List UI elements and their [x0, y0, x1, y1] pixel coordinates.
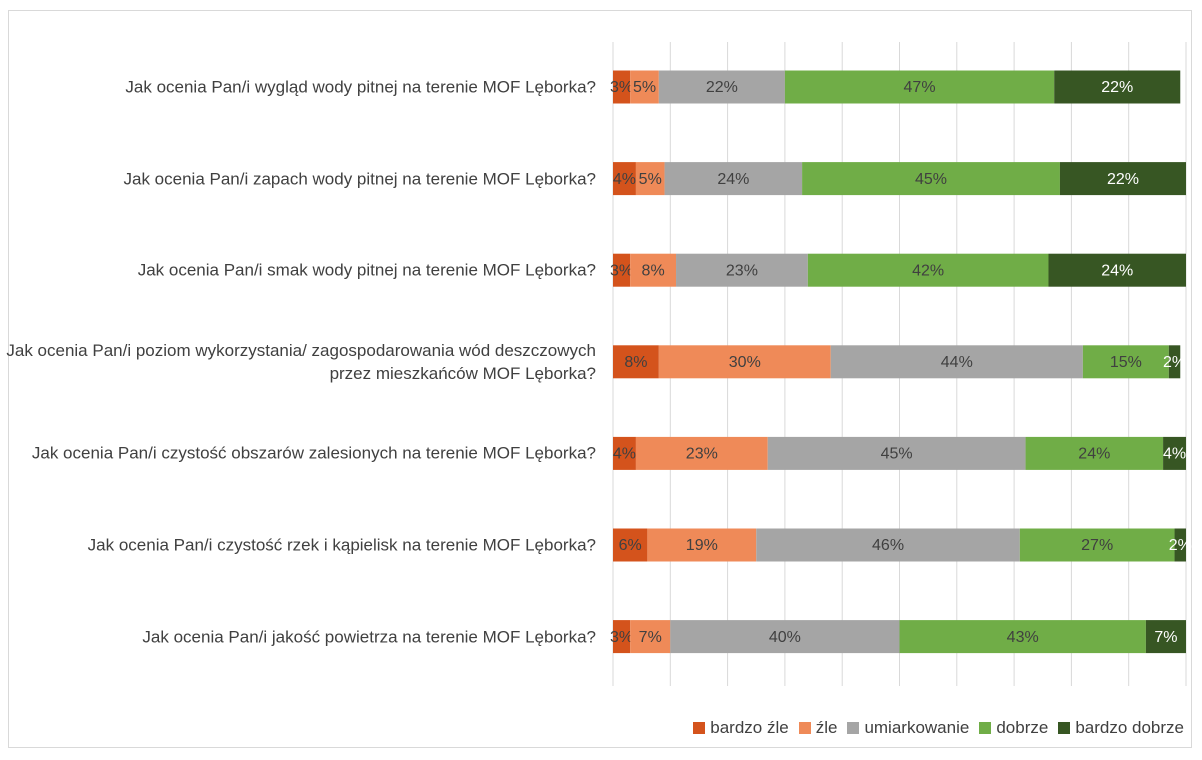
legend: bardzo źle źle umiarkowanie dobrze bardzo do… [0, 718, 1202, 738]
data-label: 22% [1101, 79, 1133, 96]
data-label: 45% [881, 446, 913, 463]
data-label: 2% [1163, 354, 1186, 371]
legend-label: dobrze [996, 718, 1049, 737]
data-label: 47% [904, 79, 936, 96]
data-label: 23% [726, 262, 758, 279]
bar-segment [630, 253, 677, 287]
bar-segment [767, 436, 1026, 470]
category-label: Jak ocenia Pan/i czystość obszarów zales… [31, 443, 596, 463]
data-label: 8% [624, 354, 647, 371]
data-label: 7% [639, 629, 662, 646]
data-label: 15% [1110, 354, 1142, 371]
bar-segment [1168, 345, 1181, 379]
bar-segment [1174, 528, 1186, 562]
bar-segment [630, 620, 671, 654]
category-label: Jak ocenia Pan/i zapach wody pitnej na t… [123, 169, 597, 189]
category-label: Jak ocenia Pan/i wygląd wody pitnej na t… [125, 77, 596, 97]
legend-item: bardzo źle [693, 718, 789, 738]
legend-item: źle [798, 718, 838, 738]
bar-segment [613, 253, 631, 287]
bar-segment [658, 345, 831, 379]
bar-segment [1082, 345, 1169, 379]
bar-segment [635, 436, 768, 470]
legend-swatch [693, 722, 706, 734]
bar-segment [1054, 70, 1181, 104]
category-label: Jak ocenia Pan/i czystość rzek i kąpieli… [87, 535, 596, 555]
data-label: 2% [1169, 537, 1192, 554]
legend-item: bardzo dobrze [1058, 718, 1184, 738]
bar-segment [784, 70, 1055, 104]
data-label: 23% [686, 446, 718, 463]
legend-swatch [1058, 722, 1071, 734]
chart-frame [8, 10, 1192, 748]
bar-segment [613, 528, 648, 562]
data-label: 22% [706, 79, 738, 96]
data-label: 40% [769, 629, 801, 646]
data-label: 19% [686, 537, 718, 554]
category-label: Jak ocenia Pan/i jakość powietrza na ter… [142, 627, 596, 647]
legend-swatch [798, 722, 811, 734]
bar-segment [635, 162, 665, 196]
data-label: 30% [729, 354, 761, 371]
data-label: 8% [642, 262, 665, 279]
data-label: 45% [915, 171, 947, 188]
legend-item: dobrze [979, 718, 1048, 738]
legend-swatch [847, 722, 860, 734]
bar-segment [670, 620, 900, 654]
legend-label: źle [815, 718, 838, 737]
data-label: 7% [1154, 629, 1177, 646]
bar-segment [613, 162, 636, 196]
legend-label: umiarkowanie [864, 718, 970, 737]
bar-segment [1059, 162, 1186, 196]
bar-segment [676, 253, 808, 287]
data-label: 44% [941, 354, 973, 371]
data-label: 4% [613, 446, 636, 463]
data-label: 24% [1101, 262, 1133, 279]
data-label: 42% [912, 262, 944, 279]
bar-segment [1048, 253, 1186, 287]
data-label: 43% [1007, 629, 1039, 646]
data-label: 3% [610, 79, 633, 96]
bar-segment [658, 70, 785, 104]
data-label: 3% [610, 262, 633, 279]
bar-segment [613, 436, 636, 470]
data-label: 6% [619, 537, 642, 554]
bar-segment [613, 345, 659, 379]
data-label: 4% [613, 171, 636, 188]
legend-label: bardzo dobrze [1075, 718, 1184, 737]
bar-segment [630, 70, 659, 104]
data-label: 24% [717, 171, 749, 188]
data-label: 46% [872, 537, 904, 554]
bar-segment [899, 620, 1146, 654]
category-label: Jak ocenia Pan/i poziom wykorzystania/ z… [6, 340, 596, 383]
bar-segment [1019, 528, 1175, 562]
bar-segment [807, 253, 1049, 287]
bar-segment [647, 528, 757, 562]
bar-segment [613, 620, 631, 654]
bar-segment [664, 162, 803, 196]
legend-item: umiarkowanie [847, 718, 969, 738]
bar-segment [830, 345, 1083, 379]
legend-swatch [979, 722, 992, 734]
data-label: 27% [1081, 537, 1113, 554]
data-label: 22% [1107, 171, 1139, 188]
data-label: 4% [1163, 446, 1186, 463]
bar-segment [1025, 436, 1164, 470]
data-label: 24% [1078, 446, 1110, 463]
data-label: 3% [610, 629, 633, 646]
category-label: Jak ocenia Pan/i smak wody pitnej na ter… [137, 260, 596, 280]
bar-segment [756, 528, 1020, 562]
bar-segment [1145, 620, 1186, 654]
data-label: 5% [633, 79, 656, 96]
bar-segment [1163, 436, 1186, 470]
data-label: 5% [639, 171, 662, 188]
bar-segment [613, 70, 631, 104]
legend-label: bardzo źle [710, 718, 789, 737]
bar-segment [802, 162, 1060, 196]
